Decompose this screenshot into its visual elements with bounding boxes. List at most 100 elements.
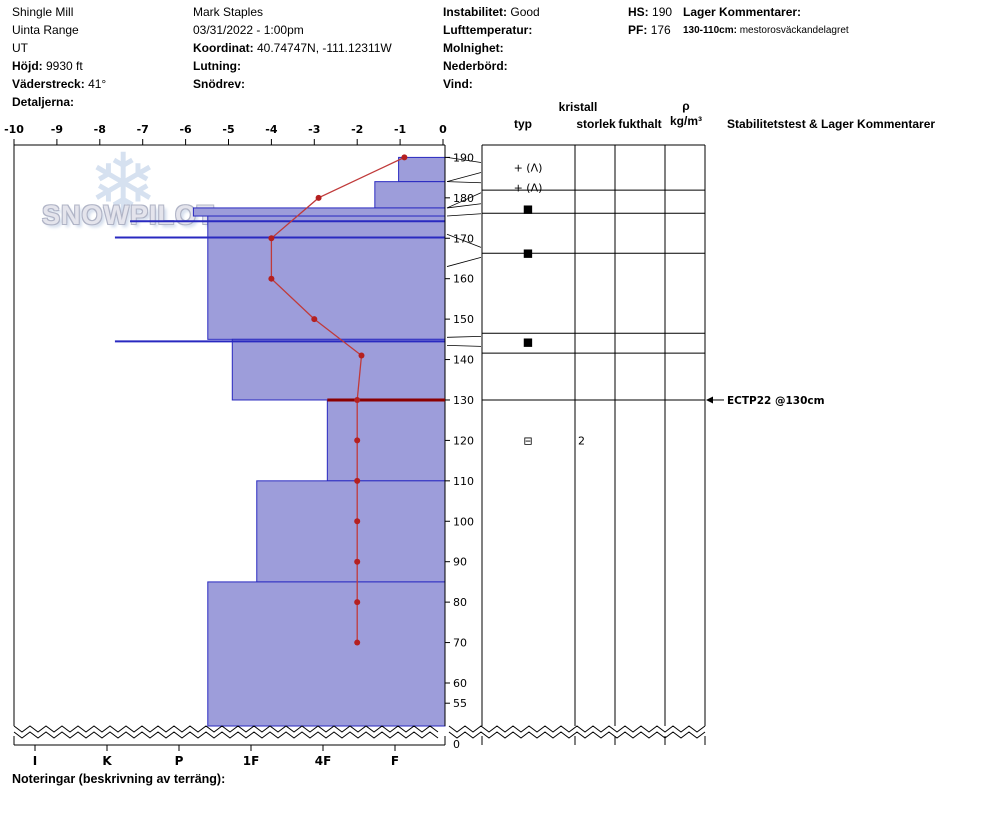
snow-layer-bar (374, 181, 446, 209)
depth-tick-label: 190 (453, 151, 474, 164)
col-header-density-unit: kg/m³ (669, 114, 703, 128)
temp-tick-label: -2 (351, 123, 363, 136)
elevation-value: 9930 ft (46, 59, 83, 73)
depth-tick-label: 70 (453, 637, 467, 650)
depth-tick-label: 55 (453, 697, 467, 710)
temperature-point (315, 194, 322, 201)
depth-tick-label: 110 (453, 475, 474, 488)
observation-datetime: 03/31/2022 - 1:00pm (193, 23, 304, 37)
depth-tick-label: 130 (453, 394, 474, 407)
temp-tick-label: -7 (137, 123, 149, 136)
snow-layer-bar (207, 581, 446, 727)
pf-value: 176 (650, 23, 671, 37)
col-header-fukthalt: fukthalt (618, 117, 662, 131)
elevation-row: Höjd: 9930 ft (12, 59, 83, 73)
depth-tick-label: 150 (453, 313, 474, 326)
snow-layer-bar (207, 215, 446, 340)
temperature-point (358, 352, 365, 359)
grain-type-symbol: + (Λ) (514, 162, 543, 175)
grain-leader-line (446, 172, 482, 183)
aspect-label: Väderstreck: (12, 77, 85, 91)
instability-value: Good (510, 5, 540, 19)
temperature-point (311, 316, 318, 323)
temp-tick-label: -6 (179, 123, 192, 136)
layer-comment-entry: 130-110cm: mestorosväckandelagret (683, 24, 849, 38)
coordinates-value: 40.74747N, -111.12311W (257, 41, 392, 55)
depth-tick-label: 80 (453, 596, 467, 609)
instability-row: Instabilitet: Good (443, 5, 540, 19)
temp-tick-label: -8 (94, 123, 106, 136)
cloudiness-label: Molnighet: (443, 41, 504, 55)
stability-test-label: ECTP22 @130cm (727, 395, 825, 407)
snow-layer-bar (326, 399, 446, 482)
hardness-label: K (102, 754, 112, 768)
temp-tick-label: -9 (51, 123, 63, 136)
grain-leader-line (446, 335, 482, 338)
depth-tick-label: 170 (453, 232, 474, 245)
depth-base-label: 0 (453, 738, 460, 751)
temp-tick-label: -10 (4, 123, 24, 136)
layer-comment-text: mestorosväckandelagret (739, 25, 849, 36)
temperature-point (354, 518, 361, 525)
temp-tick-label: -5 (222, 123, 234, 136)
grain-type-symbol: ■ (523, 246, 533, 259)
aspect-value: 41° (88, 77, 107, 91)
depth-tick-label: 120 (453, 434, 474, 447)
depth-tick-label: 180 (453, 192, 474, 205)
depth-tick-label: 100 (453, 515, 474, 528)
slope-label: Lutning: (193, 59, 241, 73)
col-header-typ: typ (514, 117, 532, 131)
elevation-label: Höjd: (12, 59, 43, 73)
ect-arrow-head (706, 396, 713, 404)
grain-type-symbol: + (Λ) (514, 182, 543, 195)
snow-layer-bar (192, 207, 446, 217)
temperature-point (354, 396, 361, 403)
grain-leader-line (446, 344, 482, 347)
col-header-density-symbol: ρ (682, 99, 690, 113)
hardness-label: F (391, 754, 399, 768)
grain-leader-line (446, 213, 482, 217)
temperature-point (354, 437, 361, 444)
grain-type-symbol: ■ (523, 203, 533, 216)
col-header-stability: Stabilitetstest & Lager Kommentarer (727, 117, 936, 131)
hardness-label: I (33, 754, 37, 768)
depth-tick-label: 160 (453, 273, 474, 286)
temp-tick-label: -3 (308, 123, 320, 136)
temperature-point (354, 599, 361, 606)
site-range: Uinta Range (12, 23, 79, 37)
scale-break-zigzag (448, 731, 706, 739)
grain-type-symbol: ■ (523, 335, 533, 348)
snow-layer-bar (256, 480, 446, 583)
scale-break-zigzag (13, 731, 439, 739)
layer-comments-title: Lager Kommentarer: (683, 5, 802, 19)
coordinates-label: Koordinat: (193, 41, 254, 55)
hardness-label: 4F (315, 754, 332, 768)
depth-tick-label: 140 (453, 354, 474, 367)
temperature-point (401, 154, 408, 161)
hs-value: 190 (652, 5, 673, 19)
air-temp-label: Lufttemperatur: (443, 23, 533, 37)
hardness-label: P (175, 754, 184, 768)
temp-tick-label: 0 (439, 123, 447, 136)
aspect-row: Väderstreck: 41° (12, 77, 106, 91)
temperature-point (354, 639, 361, 646)
hs-row: HS: 190 (628, 5, 672, 19)
scale-break-zigzag (448, 725, 706, 733)
layer-comment-range: 130-110cm: (683, 25, 737, 36)
wind-label: Vind: (443, 77, 473, 91)
grain-type-symbol: ⊟ (523, 434, 532, 447)
scale-break-zigzag (13, 725, 439, 733)
instability-label: Instabilitet: (443, 5, 508, 19)
grain-leader-line (446, 203, 482, 209)
hardness-label: 1F (243, 754, 260, 768)
details-label: Detaljerna: (12, 95, 75, 109)
grain-leader-line (446, 157, 482, 163)
pf-label: PF: (628, 23, 648, 37)
temperature-point (354, 477, 361, 484)
temperature-point (268, 275, 275, 282)
site-state: UT (12, 41, 28, 55)
observer-name: Mark Staples (193, 5, 264, 19)
grain-leader-line (446, 233, 482, 248)
notes-label: Noteringar (beskrivning av terräng): (12, 772, 226, 786)
